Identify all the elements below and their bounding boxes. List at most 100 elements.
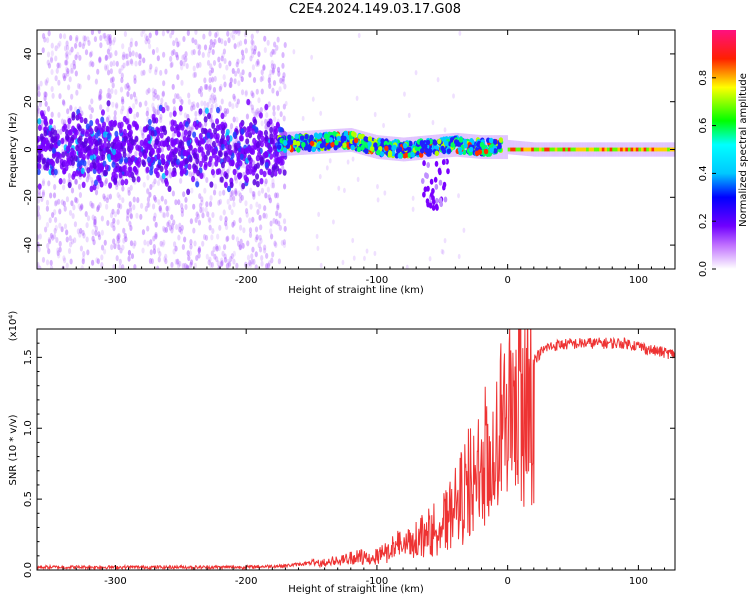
spectrogram-noise-cell xyxy=(48,217,52,224)
spectrogram-noise-cell xyxy=(226,235,230,242)
spectrogram-noise-cell xyxy=(227,37,231,44)
spectrogram-band-cell xyxy=(198,132,203,140)
spectrogram-signal-cell xyxy=(404,152,409,158)
spectrogram-band-cell xyxy=(238,122,243,129)
spectrogram-band-cell xyxy=(75,169,80,177)
spectrogram-band-cell xyxy=(248,162,253,169)
spectrogram-band-cell xyxy=(263,151,268,158)
spectrogram-band-cell xyxy=(207,112,212,120)
spectrogram-noise-cell xyxy=(116,208,120,215)
spectrogram-noise-cell xyxy=(148,191,152,198)
spectrogram-band-cell xyxy=(101,154,106,161)
spectrogram-band-cell xyxy=(247,154,252,161)
spectrogram-noise-cell xyxy=(190,124,194,131)
spectrogram-noise-cell xyxy=(138,101,142,108)
spectrogram-signal-cell xyxy=(282,147,288,153)
spectrogram-band-cell xyxy=(166,154,171,161)
spectrogram-band-cell xyxy=(264,161,269,169)
spectrogram-noise-cell xyxy=(58,33,63,40)
spectrogram-noise-cell xyxy=(264,178,268,185)
spectrogram-noise-cell xyxy=(210,161,215,168)
spectrogram-signal-cell xyxy=(407,146,412,153)
spectrogram-noise-cell xyxy=(117,202,121,209)
spectrogram-noise-cell xyxy=(153,178,157,185)
spectrogram-noise-cell xyxy=(443,127,447,133)
spectrogram-noise-cell xyxy=(124,236,128,243)
spectrogram-noise-cell xyxy=(152,194,157,201)
spectrogram-noise-cell xyxy=(239,72,243,79)
spectrogram-noise-cell xyxy=(220,257,224,264)
spectrogram-noise-cell xyxy=(228,60,232,67)
spectrogram-band-cell xyxy=(70,136,75,144)
spectrogram-noise-cell xyxy=(193,240,197,247)
spectrogram-noise-cell xyxy=(185,263,189,269)
spectrogram-noise-cell xyxy=(73,237,77,244)
spectrogram-noise-cell xyxy=(356,176,360,183)
spectrogram-noise-cell xyxy=(117,233,121,240)
spectrogram-noise-cell xyxy=(180,207,184,214)
spectrogram-carrier-cell xyxy=(528,147,532,152)
spectrogram-noise-cell xyxy=(270,182,274,189)
spectrogram-band-cell xyxy=(40,112,45,120)
spectrogram-noise-cell xyxy=(252,258,256,265)
spectrogram-noise-cell xyxy=(122,227,126,234)
spectrogram-noise-cell xyxy=(208,200,213,207)
spectrogram-band-cell xyxy=(122,128,127,136)
spectrogram-band-cell xyxy=(210,168,215,176)
spectrogram-noise-cell xyxy=(241,69,245,76)
spectrogram-noise-cell xyxy=(217,37,221,44)
spectrogram-noise-cell xyxy=(175,54,180,61)
spectrogram-noise-cell xyxy=(282,218,287,225)
spectrogram-noise-cell xyxy=(164,253,168,260)
spectrogram-y-tick-label: -40 xyxy=(23,237,34,253)
spectrogram-signal-cell xyxy=(367,141,372,147)
spectrogram-signal-cell xyxy=(410,151,415,158)
spectrogram-noise-cell xyxy=(204,206,208,213)
spectrogram-noise-cell xyxy=(267,194,271,201)
spectrogram-noise-cell xyxy=(235,102,239,109)
spectrogram-signal-cell xyxy=(469,146,474,153)
spectrogram-noise-cell xyxy=(219,261,224,268)
spectrogram-noise-cell xyxy=(222,48,227,55)
spectrogram-noise-cell xyxy=(180,211,184,218)
spectrogram-noise-cell xyxy=(201,52,205,59)
spectrogram-noise-cell xyxy=(72,59,76,66)
spectrogram-band-cell xyxy=(431,195,435,202)
spectrogram-noise-cell xyxy=(96,68,100,75)
spectrogram-band-cell xyxy=(192,131,197,138)
spectrogram-noise-cell xyxy=(251,190,255,197)
spectrogram-noise-cell xyxy=(105,203,109,210)
spectrogram-noise-cell xyxy=(119,108,124,115)
spectrogram-noise-cell xyxy=(237,240,241,247)
colorbar-gradient xyxy=(712,30,736,269)
spectrogram-noise-cell xyxy=(208,224,212,231)
spectrogram-noise-cell xyxy=(212,59,217,66)
spectrogram-noise-cell xyxy=(175,51,179,58)
spectrogram-band-cell xyxy=(245,138,250,145)
spectrogram-noise-cell xyxy=(58,40,62,47)
spectrogram-noise-cell xyxy=(238,244,242,251)
spectrogram-noise-cell xyxy=(235,61,239,68)
spectrogram-band-cell xyxy=(431,204,436,211)
spectrogram-noise-cell xyxy=(120,96,125,103)
spectrogram-noise-cell xyxy=(45,259,50,266)
spectrogram-noise-cell xyxy=(184,196,188,203)
spectrogram-band-cell xyxy=(103,141,108,148)
spectrogram-noise-cell xyxy=(177,234,181,241)
spectrogram-noise-cell xyxy=(436,77,440,83)
spectrogram-noise-cell xyxy=(176,258,180,265)
spectrogram-noise-cell xyxy=(141,247,145,254)
spectrogram-band-cell xyxy=(263,129,268,137)
spectrogram-noise-cell xyxy=(209,63,213,70)
spectrogram-noise-cell xyxy=(65,66,69,73)
spectrogram-band-cell xyxy=(95,118,100,125)
spectrogram-noise-cell xyxy=(50,50,54,57)
spectrogram-noise-cell xyxy=(218,85,222,92)
spectrogram-carrier-cell xyxy=(656,147,660,152)
spectrogram-signal-cell xyxy=(403,142,408,149)
spectrogram-noise-cell xyxy=(117,237,121,244)
spectrogram-noise-cell xyxy=(260,120,264,127)
spectrogram-noise-cell xyxy=(109,77,114,84)
spectrogram-band-cell xyxy=(156,153,161,160)
spectrogram-noise-cell xyxy=(411,206,415,212)
